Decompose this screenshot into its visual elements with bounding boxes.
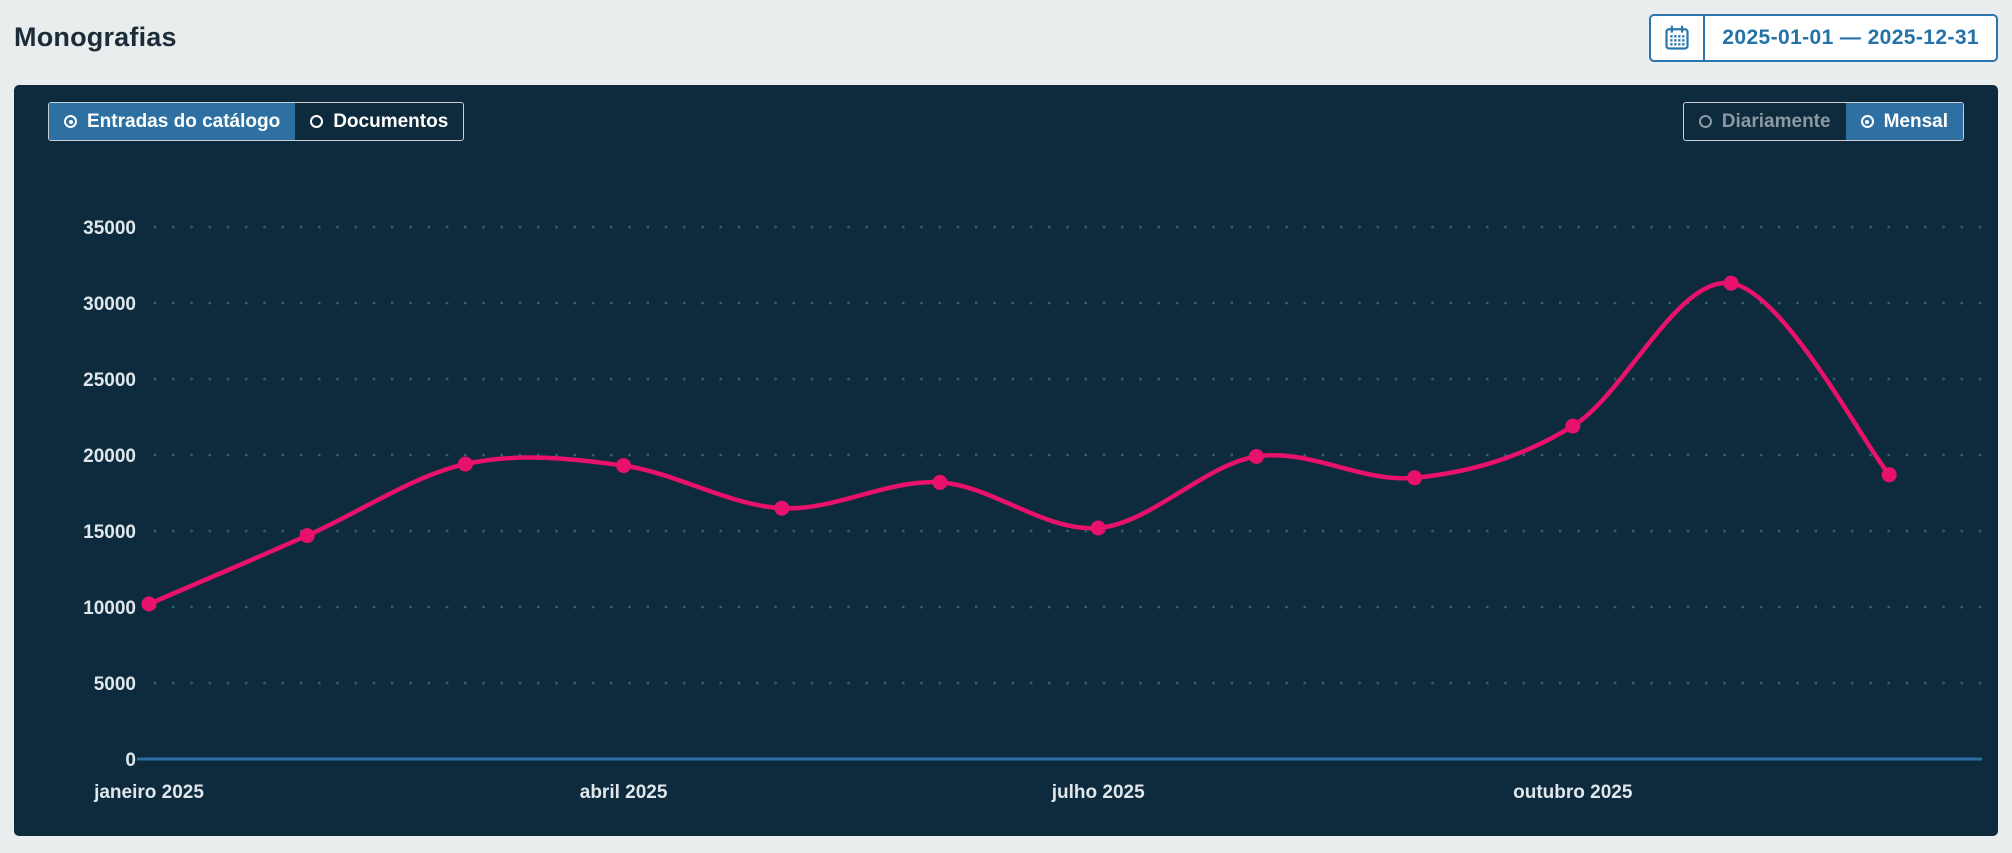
date-range-picker[interactable]: 2025-01-01 — 2025-12-31 [1649,13,1998,62]
data-point[interactable] [1248,449,1264,464]
data-point[interactable] [457,456,473,472]
y-tick-label: 5000 [94,674,136,695]
radio-unchecked-icon [1698,115,1712,128]
calendar-button[interactable] [1651,15,1706,60]
y-tick-label: 10000 [83,598,136,619]
y-tick-label: 15000 [83,522,136,543]
y-tick-label: 35000 [83,218,136,239]
data-point[interactable] [616,458,632,474]
x-tick-label: janeiro 2025 [93,782,204,803]
data-point[interactable] [774,500,790,516]
toggle-label: Documentos [333,110,449,132]
data-point[interactable] [1565,418,1581,434]
radio-checked-icon [1860,115,1874,128]
data-point[interactable] [1090,520,1106,536]
y-tick-label: 25000 [83,370,136,391]
toggle-label: Entradas do catálogo [87,110,281,132]
x-tick-label: julho 2025 [1051,782,1145,803]
y-tick-label: 20000 [83,446,136,467]
toggle-documentos[interactable]: Documentos [295,103,463,140]
date-range-value[interactable]: 2025-01-01 — 2025-12-31 [1722,25,1979,49]
data-point[interactable] [1407,470,1423,486]
y-tick-label: 0 [125,750,136,771]
radio-checked-icon [64,115,77,128]
data-point[interactable] [1723,275,1739,291]
toggle-label: Mensal [1883,110,1948,132]
page-title: Monografias [14,22,177,52]
data-point[interactable] [141,596,157,612]
header: Monografias 2025-01-01 — 2025-12-31 [14,0,1998,85]
data-point[interactable] [1881,467,1897,483]
granularity-toggle-group: Diariamente Mensal [1682,102,1964,141]
x-tick-label: outubro 2025 [1513,782,1633,803]
line-chart: 0 5000 10000 15000 20000 25000 30000 35000 janei… [83,218,1982,803]
y-tick-label: 30000 [83,294,136,315]
calendar-icon [1665,24,1689,50]
chart-panel: Entradas do catálogo Documentos Diariame… [14,85,1998,836]
series-line [146,280,1892,607]
toggle-label: Diariamente [1721,110,1831,132]
data-point[interactable] [932,474,948,490]
toggle-diariamente[interactable]: Diariamente [1684,103,1846,140]
toggle-mensal[interactable]: Mensal [1845,103,1963,140]
x-tick-label: abril 2025 [580,782,668,803]
radio-unchecked-icon [310,115,324,128]
toggle-entradas-do-catalogo[interactable]: Entradas do catálogo [49,103,296,140]
dataset-toggle-group: Entradas do catálogo Documentos [48,102,465,141]
data-point[interactable] [299,528,315,544]
